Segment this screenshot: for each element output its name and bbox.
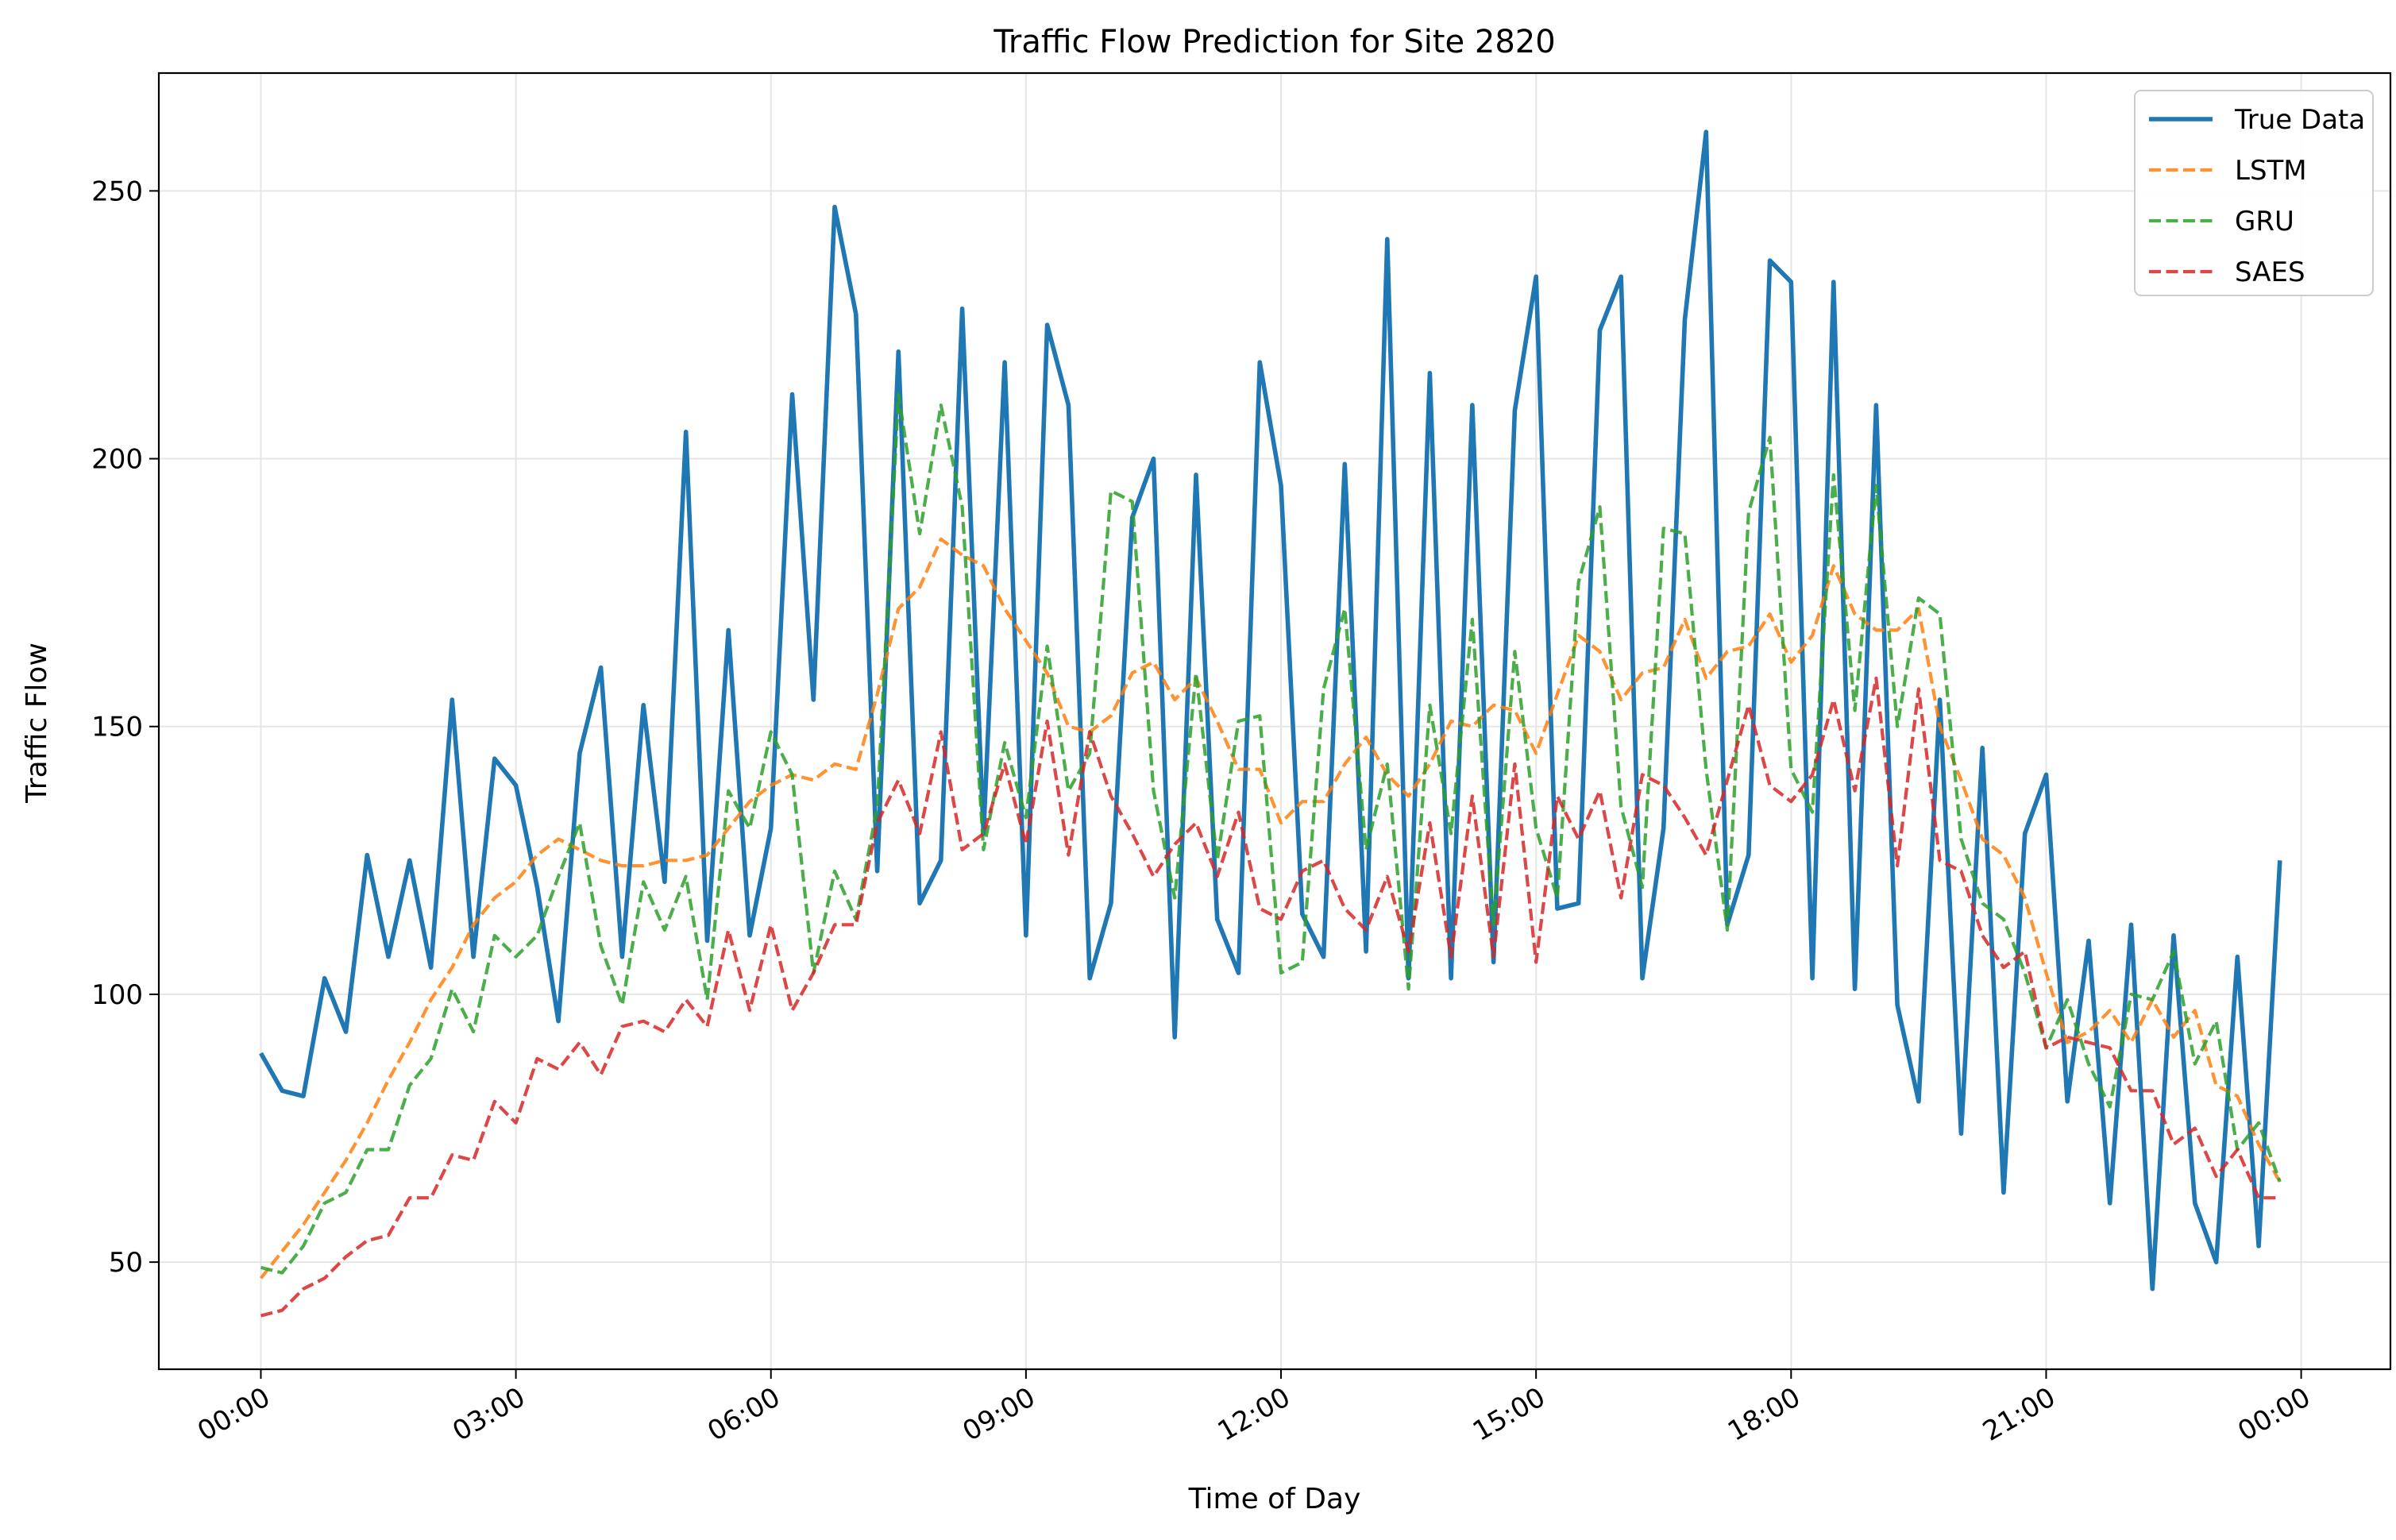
chart-title: Traffic Flow Prediction for Site 2820 (993, 24, 1555, 60)
legend-label: GRU (2235, 206, 2294, 237)
series-line-gru (260, 392, 2282, 1275)
series-line-saes (260, 676, 2280, 1318)
legend-label: LSTM (2235, 155, 2307, 187)
y-axis-label: Traffic Flow (21, 643, 53, 804)
x-axis-label: Time of Day (1188, 1483, 1361, 1515)
y-tick-label: 150 (91, 712, 143, 743)
plot-frame (157, 71, 2392, 1371)
legend-box (2134, 90, 2374, 296)
y-tick-label: 200 (91, 444, 143, 476)
y-tick-label: 100 (91, 979, 143, 1011)
legend: True Data LSTM GRU SAES (2134, 90, 2374, 296)
legend-label: True Data (2234, 104, 2365, 136)
legend-label: SAES (2235, 257, 2305, 288)
series-layer (259, 129, 2282, 1318)
series-line-true-data (259, 129, 2282, 1291)
y-tick-label: 250 (91, 176, 143, 207)
y-tick-label: 50 (109, 1247, 143, 1279)
